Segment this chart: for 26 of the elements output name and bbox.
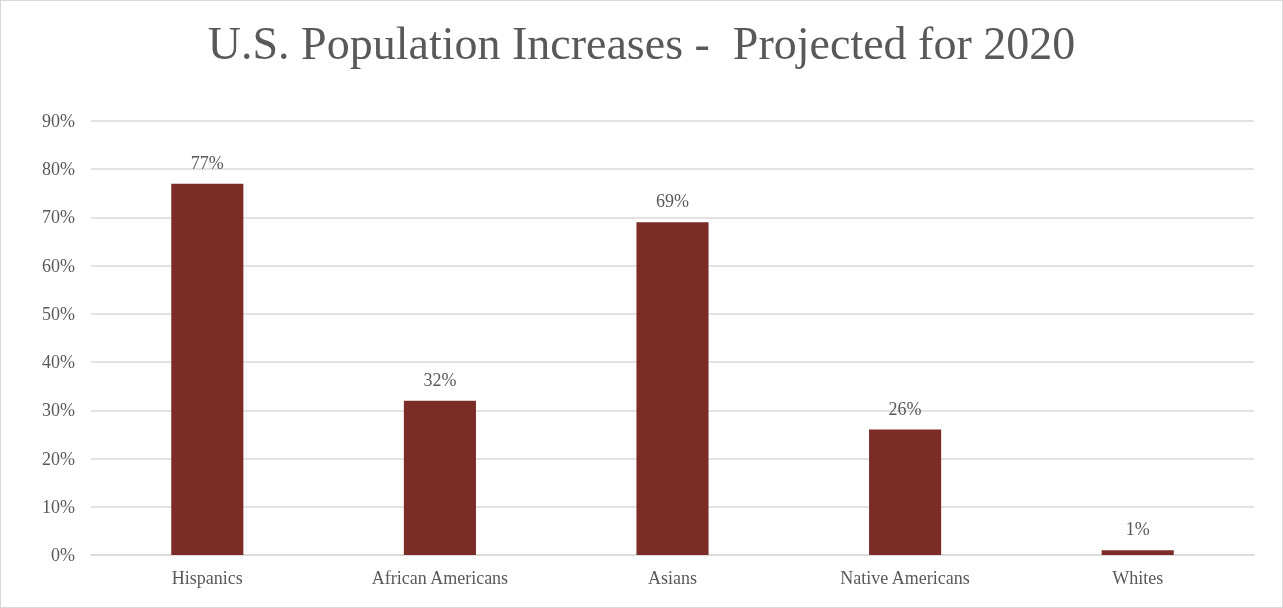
y-tick-label: 0% <box>51 545 75 565</box>
x-tick-label: Hispanics <box>171 568 243 588</box>
x-tick-label: African Americans <box>371 568 509 588</box>
y-tick-label: 30% <box>42 400 75 421</box>
bar <box>636 222 709 555</box>
y-tick-label: 80% <box>42 159 75 180</box>
y-tick-label: 60% <box>42 255 75 276</box>
bar <box>171 183 244 555</box>
y-tick-label: 20% <box>42 448 75 469</box>
y-tick-label: 50% <box>42 303 75 324</box>
data-label: 1% <box>1125 519 1150 540</box>
y-tick-label: 70% <box>42 207 75 228</box>
data-label: 69% <box>656 191 689 212</box>
bar <box>869 429 942 555</box>
bar <box>1101 550 1174 555</box>
data-label: 32% <box>423 369 457 390</box>
y-tick-label: 90% <box>42 111 75 131</box>
x-tick-label: Whites <box>1112 568 1164 588</box>
data-label: 26% <box>888 398 922 419</box>
chart-title: U.S. Population Increases - Projected for 2020 <box>207 17 1076 69</box>
y-tick-label: 10% <box>42 496 75 517</box>
x-tick-label: Asians <box>648 568 697 588</box>
y-tick-label: 40% <box>42 352 75 373</box>
bar <box>403 400 476 555</box>
data-label: 77% <box>190 152 224 173</box>
x-tick-label: Native Americans <box>840 568 970 588</box>
